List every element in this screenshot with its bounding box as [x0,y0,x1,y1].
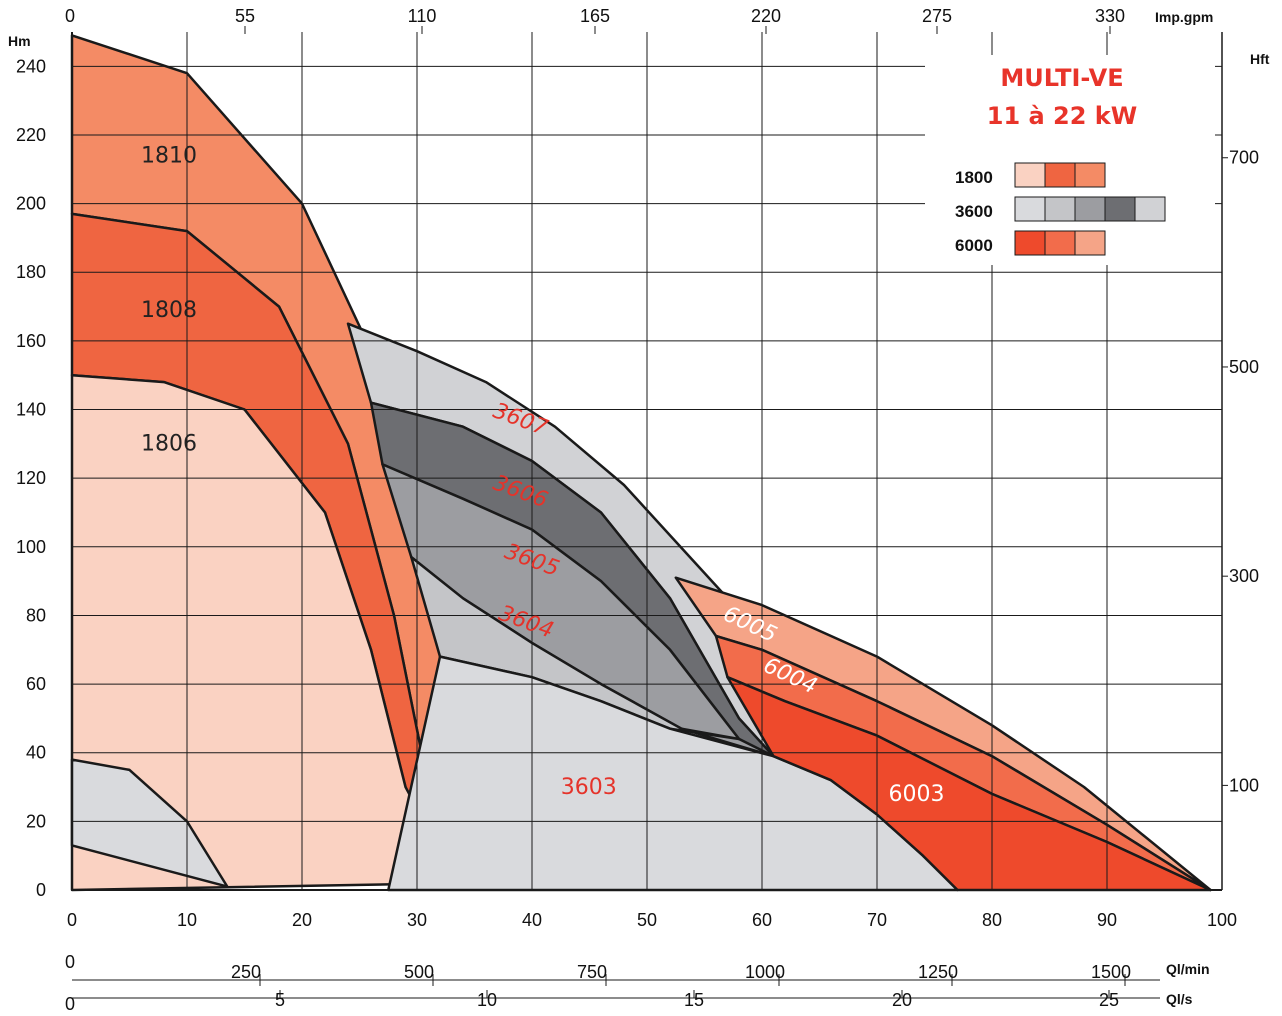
y-right-tick-label: 100 [1229,775,1259,795]
x-ls-tick-label: 0 [65,994,75,1014]
y-right-tick-label: 300 [1229,566,1259,586]
region-label-6003: 6003 [889,782,945,807]
legend-swatch [1134,196,1166,222]
x-tick-label: 100 [1207,910,1237,930]
x-lmin-tick-label: 1500 [1091,962,1131,982]
x-ls-tick-label: 5 [275,990,285,1010]
x-tick-label: 20 [292,910,312,930]
legend: MULTI-VE 11 à 22 kW 1800 3600 6000 [925,55,1215,265]
y-tick-label: 220 [16,125,46,145]
legend-swatch [1014,196,1046,222]
legend-row-label: 6000 [955,236,993,255]
x-lmin-tick-label: 0 [65,952,75,972]
legend-swatch [1044,162,1076,188]
x-tick-label: 30 [407,910,427,930]
x-ls-unit: Ql/s [1166,991,1193,1007]
legend-swatch [1104,196,1136,222]
regions-layer [70,34,1212,892]
region-label-1808: 1808 [141,298,197,323]
y-tick-label: 120 [16,468,46,488]
y-tick-label: 240 [16,56,46,76]
y-tick-label: 100 [16,537,46,557]
legend-swatch [1044,196,1076,222]
y-tick-label: 60 [26,674,46,694]
x-lmin-unit: Ql/min [1166,961,1210,977]
legend-swatch [1074,162,1106,188]
x-tick-label: 90 [1097,910,1117,930]
x-top-tick-label: 275 [922,6,952,26]
x-tick-label: 40 [522,910,542,930]
x-lmin-tick-label: 750 [577,962,607,982]
y-tick-label: 80 [26,605,46,625]
x-top-tick-label: 220 [751,6,781,26]
region-1806 [70,373,459,892]
x-ls-tick-label: 25 [1099,990,1119,1010]
x-tick-label: 70 [867,910,887,930]
legend-swatch [1074,196,1106,222]
x-lmin-tick-label: 1250 [918,962,958,982]
x-tick-label: 50 [637,910,657,930]
region-label-1810: 1810 [141,143,197,168]
legend-row-label: 3600 [955,202,993,221]
legend-swatch [1044,230,1076,256]
x-lmin-tick-label: 500 [404,962,434,982]
x-top-tick-label: 330 [1095,6,1125,26]
x-tick-label: 10 [177,910,197,930]
x-lmin-tick-label: 1000 [745,962,785,982]
y-tick-label: 0 [36,880,46,900]
legend-swatch [1014,230,1046,256]
y-tick-label: 40 [26,743,46,763]
y-tick-label: 180 [16,262,46,282]
x-top-tick-label: 165 [580,6,610,26]
legend-row-label: 1800 [955,168,993,187]
legend-background [925,55,1215,265]
y-left-unit: Hm [8,33,31,49]
y-tick-label: 200 [16,194,46,214]
x-tick-label: 0 [67,910,77,930]
region-label-3603: 3603 [561,775,617,800]
legend-swatch [1014,162,1046,188]
x-tick-label: 60 [752,910,772,930]
y-right-tick-label: 700 [1229,148,1259,168]
axes-layer: 020406080100120140160180200220240Hm10030… [8,6,1270,1014]
y-right-unit: Hft [1250,51,1270,67]
x-top-tick-label: 55 [235,6,255,26]
x-top-tick-label: 110 [408,6,437,26]
y-right-tick-label: 500 [1229,357,1259,377]
x-ls-tick-label: 10 [477,990,497,1010]
x-top-tick-label: 0 [65,6,75,26]
region-label-1806: 1806 [141,432,197,457]
x-ls-tick-label: 15 [684,990,704,1010]
x-tick-label: 80 [982,910,1002,930]
y-tick-label: 140 [16,400,46,420]
x-ls-tick-label: 20 [892,990,912,1010]
x-top-unit: Imp.gpm [1155,9,1213,25]
chart-title: MULTI-VE [1000,64,1123,92]
y-tick-label: 20 [26,811,46,831]
legend-swatch [1074,230,1106,256]
chart-subtitle: 11 à 22 kW [987,102,1138,130]
y-tick-label: 160 [16,331,46,351]
x-lmin-tick-label: 250 [231,962,261,982]
